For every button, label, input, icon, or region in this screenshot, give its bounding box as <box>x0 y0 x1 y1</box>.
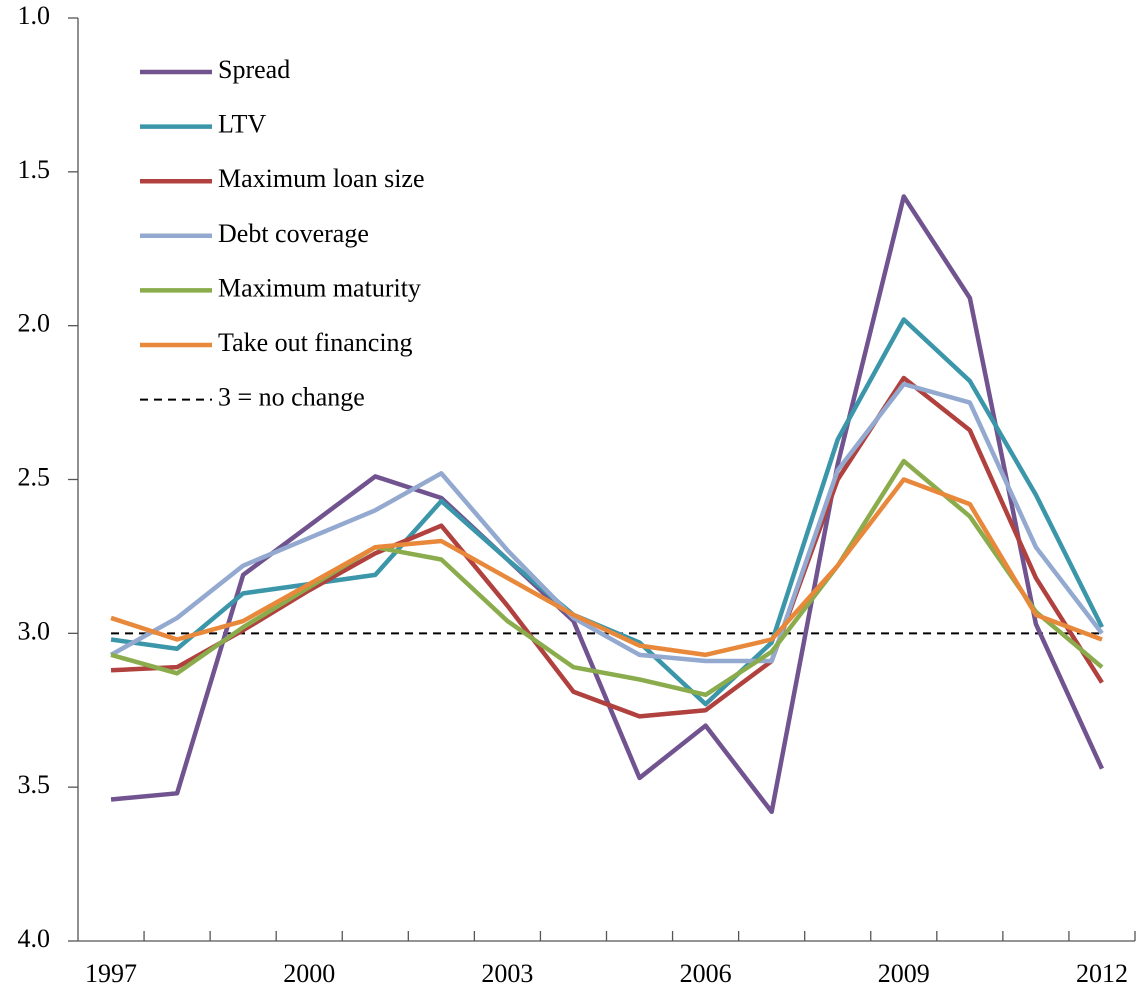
series-line <box>110 317 1104 707</box>
y-tick-label: 3.5 <box>18 770 51 799</box>
x-tick-label: 2009 <box>878 959 930 988</box>
y-tick-label: 4.0 <box>18 924 51 953</box>
legend-label: Maximum loan size <box>218 164 425 193</box>
legend-label: Debt coverage <box>218 219 369 248</box>
x-tick-label: 2003 <box>481 959 533 988</box>
y-tick-label: 2.5 <box>18 462 51 491</box>
legend-label: Take out financing <box>218 328 413 357</box>
series-line <box>110 458 1104 698</box>
legend-label: 3 = no change <box>218 383 365 412</box>
y-tick-label: 1.0 <box>18 1 51 30</box>
legend-label: LTV <box>218 110 266 139</box>
x-tick-label: 2000 <box>283 959 335 988</box>
y-tick-label: 3.0 <box>18 616 51 645</box>
x-tick-label: 2006 <box>680 959 732 988</box>
x-tick-label: 2012 <box>1076 959 1128 988</box>
y-tick-label: 2.0 <box>18 309 51 338</box>
series-line <box>110 375 1104 719</box>
legend-label: Maximum maturity <box>218 273 421 302</box>
series-line <box>109 381 1104 664</box>
x-tick-label: 1997 <box>85 959 137 988</box>
legend-label: Spread <box>218 55 290 84</box>
series-line <box>110 477 1103 658</box>
y-tick-label: 1.5 <box>18 155 51 184</box>
